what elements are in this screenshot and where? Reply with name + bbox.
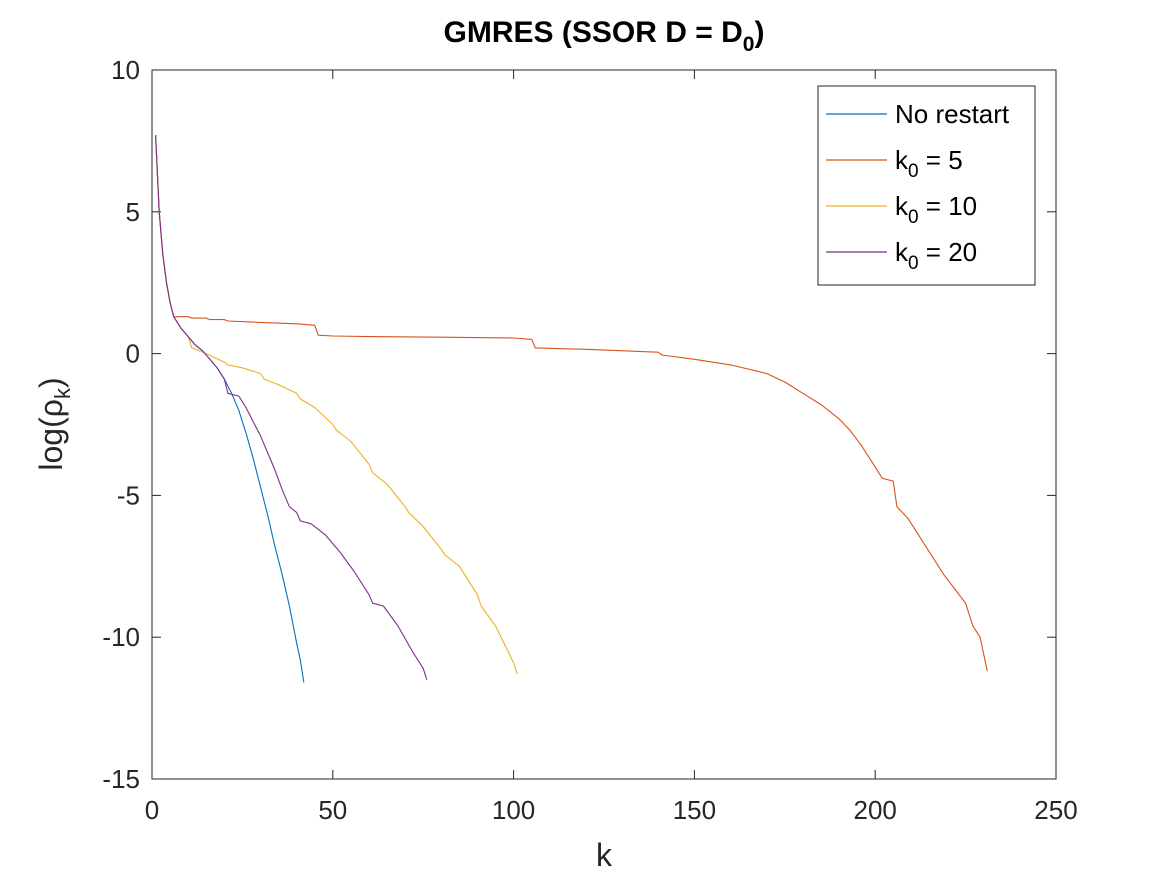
legend-label-tail: = 20 xyxy=(919,237,978,267)
legend-label-tail: = 5 xyxy=(919,145,963,175)
x-tick-label: 200 xyxy=(854,795,897,825)
legend-label-tail: = 10 xyxy=(919,191,978,221)
legend-label-0: No restart xyxy=(895,99,1010,129)
legend-label-3: k0 = 20 xyxy=(895,237,977,274)
x-tick-label: 250 xyxy=(1034,795,1077,825)
y-axis-label-sub: k xyxy=(50,387,75,399)
y-axis-label: log(ρk) xyxy=(33,377,75,470)
y-tick-label: 5 xyxy=(126,197,140,227)
x-tick-label: 0 xyxy=(145,795,159,825)
legend-label-main: No restart xyxy=(895,99,1010,129)
legend-label-2: k0 = 10 xyxy=(895,191,977,228)
chart-title-sub: 0 xyxy=(743,33,755,56)
legend-label-main: k xyxy=(895,237,909,267)
y-tick-label: -15 xyxy=(102,764,140,794)
chart-title: GMRES (SSOR D = D0) xyxy=(444,16,765,56)
y-tick-label: -10 xyxy=(102,622,140,652)
chart-title-close: ) xyxy=(754,16,764,49)
legend-label-sub: 0 xyxy=(908,207,919,228)
legend-label-1: k0 = 5 xyxy=(895,145,963,182)
y-tick-label: 0 xyxy=(126,339,140,369)
chart-title-main: GMRES (SSOR D = D xyxy=(444,16,743,49)
ticks-layer: 0 50 100 150 200 250 -15 -10 -5 0 5 10 xyxy=(102,55,1077,825)
series-line-1 xyxy=(155,135,988,672)
y-tick-label: -5 xyxy=(117,480,140,510)
x-axis-label: k xyxy=(596,837,613,873)
y-tick-label: 10 xyxy=(111,55,140,85)
y-axis-label-main: log(ρ xyxy=(33,399,69,471)
legend-label-main: k xyxy=(895,191,909,221)
x-tick-label: 150 xyxy=(673,795,716,825)
legend-label-sub: 0 xyxy=(908,161,919,182)
legend-label-main: k xyxy=(895,145,909,175)
x-tick-label: 100 xyxy=(492,795,535,825)
series-line-3 xyxy=(155,135,428,680)
legend-label-sub: 0 xyxy=(908,253,919,274)
y-axis-label-close: ) xyxy=(33,377,69,388)
series-layer xyxy=(155,135,988,683)
x-tick-label: 50 xyxy=(318,795,347,825)
